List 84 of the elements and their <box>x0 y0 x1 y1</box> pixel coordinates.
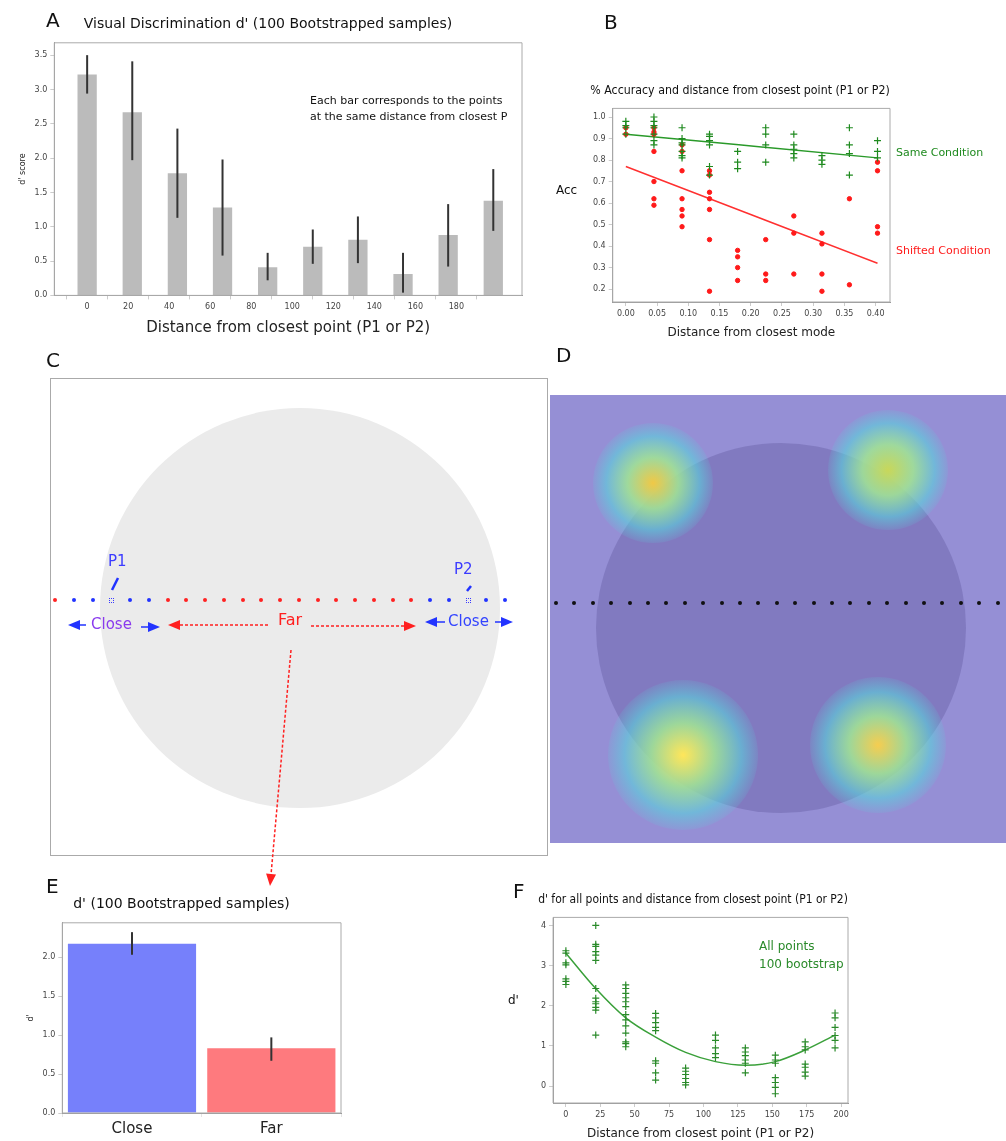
y-tick-label: 0.8 <box>592 155 606 165</box>
x-tick-label: 200 <box>833 1109 849 1119</box>
chart-title: d' (100 Bootstrapped samples) <box>73 895 290 912</box>
x-tick-label: 0.05 <box>648 308 666 318</box>
x-tick-label: 180 <box>448 302 464 312</box>
x-tick-label: 0.35 <box>835 308 854 318</box>
x-tick-label: 0.40 <box>866 308 885 318</box>
x-tick-label: 0.10 <box>679 308 698 318</box>
chart-title: % Accuracy and distance from closest point (P1 or P2) <box>590 82 890 98</box>
y-tick-label: 0.2 <box>592 284 606 294</box>
text: Close <box>91 615 132 633</box>
x-axis-title: Distance from closest point (P1 or P2) <box>146 317 431 336</box>
text: P1 <box>108 552 127 570</box>
y-tick-label: 0.4 <box>592 241 606 251</box>
y-tick-label: 0.3 <box>592 262 606 272</box>
y-tick-label: 3.5 <box>34 50 48 60</box>
text: E <box>46 874 59 899</box>
text: B <box>604 10 618 35</box>
y-tick-label: 1.0 <box>42 1030 56 1040</box>
x-tick-label: 50 <box>629 1109 640 1119</box>
y-axis-title: Acc <box>556 183 578 198</box>
y-tick-label: 1.5 <box>34 187 48 197</box>
x-axis-title: Distance from closest point (P1 or P2) <box>586 1125 815 1140</box>
y-tick-label: 4 <box>541 920 547 930</box>
y-tick-label: 2.5 <box>34 118 48 128</box>
x-tick-label: 60 <box>205 302 216 312</box>
x-tick-label: 0.20 <box>741 308 760 318</box>
y-tick-label: 2.0 <box>34 153 48 163</box>
y-tick-label: 0.5 <box>592 219 606 229</box>
annotation: Each bar corresponds to the points at the same distance from closest P <box>310 94 508 123</box>
text: P2 <box>454 560 473 578</box>
text: Far <box>278 610 303 629</box>
x-tick-label: 20 <box>123 302 134 312</box>
x-tick-label: 0.30 <box>804 308 823 318</box>
text: A <box>46 8 60 33</box>
y-tick-label: 3.0 <box>34 84 48 94</box>
x-tick-label: 0 <box>84 302 90 312</box>
text: F <box>513 879 525 904</box>
x-tick-label: 0.25 <box>773 308 791 318</box>
x-tick-label: 75 <box>664 1109 675 1119</box>
y-tick-label: 1.0 <box>592 112 606 122</box>
x-tick-label: 140 <box>366 302 382 312</box>
y-tick-label: 2.0 <box>42 952 56 962</box>
text: D <box>556 343 572 367</box>
y-tick-label: 1.0 <box>34 221 48 231</box>
y-tick-label: 1.5 <box>42 991 56 1001</box>
x-tick-label: Close <box>111 1118 153 1137</box>
chart-title: Visual Discrimination d' (100 Bootstrapped samples) <box>83 15 453 32</box>
x-tick-label: Far <box>260 1118 284 1137</box>
y-tick-label: 3 <box>541 960 547 970</box>
x-tick-label: 175 <box>799 1109 815 1119</box>
text: C <box>46 348 60 372</box>
x-tick-label: 160 <box>407 302 423 312</box>
x-tick-label: 40 <box>164 302 175 312</box>
x-tick-label: 0.15 <box>710 308 729 318</box>
x-tick-label: 100 <box>695 1109 712 1119</box>
x-axis-title: Distance from closest mode <box>667 324 836 339</box>
x-tick-label: 120 <box>325 302 341 312</box>
y-tick-label: 0.7 <box>592 176 606 186</box>
y-tick-label: 0.0 <box>34 290 48 300</box>
x-tick-label: 125 <box>730 1109 746 1119</box>
y-tick-label: 0.6 <box>592 198 606 208</box>
annotation: All points <box>759 939 815 954</box>
text: Close <box>448 612 489 630</box>
y-tick-label: 0 <box>541 1081 547 1091</box>
x-tick-label: 150 <box>764 1109 780 1119</box>
x-tick-label: 25 <box>595 1109 606 1119</box>
y-tick-label: 2 <box>541 1000 547 1010</box>
y-axis-title: d' <box>25 1014 35 1022</box>
y-tick-label: 0.0 <box>42 1108 56 1118</box>
x-tick-label: 80 <box>246 302 257 312</box>
y-tick-label: 0.9 <box>592 133 606 143</box>
y-axis-title: d' score <box>17 153 27 185</box>
x-tick-label: 0.00 <box>616 308 635 318</box>
y-tick-label: 0.5 <box>42 1069 56 1079</box>
x-tick-label: 100 <box>284 302 300 312</box>
annotation: 100 bootstrap <box>759 957 844 972</box>
series-label: Same Condition <box>896 145 984 159</box>
chart-title: d' for all points and distance from closest point (P1 or P2) <box>538 891 848 907</box>
y-axis-title: d' <box>508 993 519 1008</box>
y-tick-label: 0.5 <box>34 256 48 266</box>
text: Shifted Condition <box>896 243 991 257</box>
y-tick-label: 1 <box>541 1041 547 1051</box>
x-tick-label: 0 <box>563 1109 569 1119</box>
